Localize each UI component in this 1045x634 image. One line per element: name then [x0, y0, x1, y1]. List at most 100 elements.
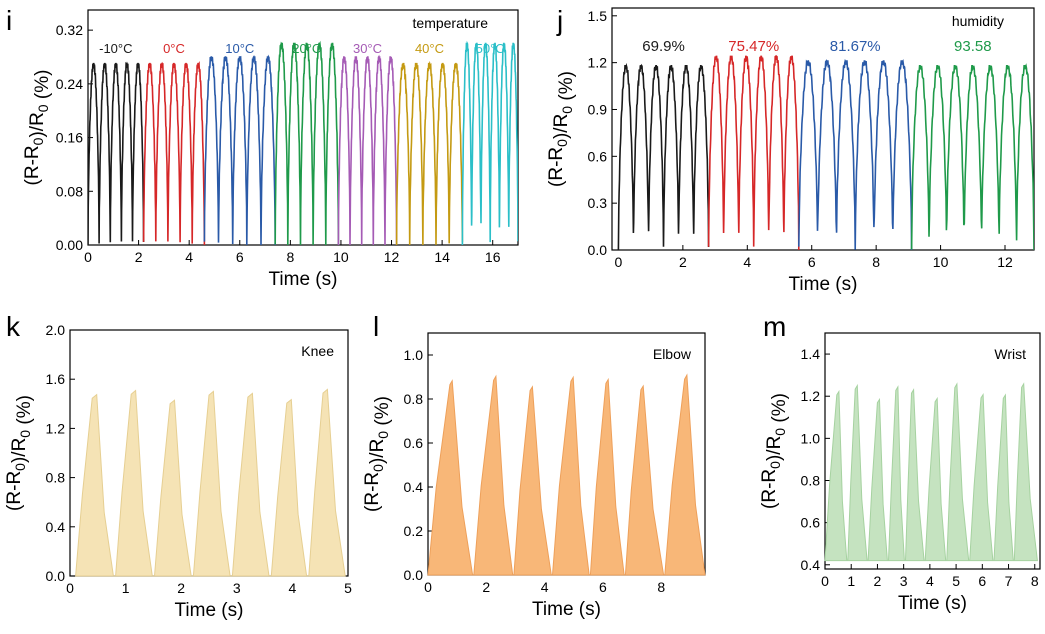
legend-label: humidity	[952, 13, 1004, 29]
area-series	[75, 388, 346, 577]
series-line	[337, 54, 398, 245]
x-tick-label: 2	[177, 580, 185, 596]
y-tick-label: 0.4	[801, 557, 821, 573]
series-label: 75.47%	[728, 38, 779, 55]
y-tick-label: 1.6	[46, 371, 66, 387]
x-tick-label: 0	[66, 580, 74, 596]
series-line	[461, 40, 518, 245]
y-tick-label: 0.9	[588, 101, 608, 117]
area-series	[427, 373, 706, 576]
y-tick-label: 1.0	[801, 430, 821, 446]
series-line	[274, 40, 340, 245]
y-tick-label: 1.0	[404, 347, 424, 363]
x-tick-label: 3	[233, 580, 241, 596]
y-tick-label: 0.00	[56, 237, 83, 253]
y-tick-label: 0.6	[801, 515, 821, 531]
panel-letter: k	[6, 311, 21, 342]
x-tick-label: 3	[900, 573, 908, 589]
x-tick-label: 2	[135, 249, 143, 265]
y-axis-label: (R-R0)/R0 (%)	[4, 395, 35, 511]
y-tick-label: 0.2	[404, 523, 424, 539]
y-tick-label: 0.0	[588, 242, 608, 258]
x-tick-label: 2	[482, 579, 490, 595]
x-tick-label: 6	[599, 579, 607, 595]
y-tick-label: 1.2	[801, 388, 821, 404]
x-axis-label: Time (s)	[532, 599, 601, 620]
y-tick-label: 0.8	[46, 470, 66, 486]
x-tick-label: 1	[847, 573, 855, 589]
x-tick-label: 7	[1005, 573, 1013, 589]
plot-frame	[87, 9, 519, 246]
panel-letter: j	[556, 5, 563, 36]
y-tick-label: 0.6	[588, 148, 608, 164]
y-axis-label: (R-R0)/R0 (%)	[362, 396, 393, 512]
legend-label: Knee	[301, 343, 334, 359]
y-tick-label: 0.0	[404, 567, 424, 583]
x-tick-label: 14	[434, 249, 450, 265]
series-label: 30°C	[353, 41, 382, 56]
x-tick-label: 10	[333, 249, 349, 265]
plot-frame	[611, 7, 1035, 251]
y-tick-label: 0.6	[404, 435, 424, 451]
x-tick-label: 12	[997, 254, 1013, 270]
legend-label: Wrist	[994, 346, 1026, 362]
x-tick-label: 4	[743, 254, 751, 270]
y-tick-label: 1.4	[801, 346, 821, 362]
x-tick-label: 0	[615, 254, 623, 270]
x-tick-label: 4	[289, 580, 297, 596]
series-line	[910, 63, 1034, 250]
x-axis-label: Time (s)	[898, 593, 967, 614]
y-tick-label: 0.8	[404, 391, 424, 407]
series-label: 40°C	[415, 41, 444, 56]
x-tick-label: 2	[874, 573, 882, 589]
series-label: 69.9%	[642, 38, 685, 55]
y-tick-label: 0.08	[56, 183, 83, 199]
series-label: 20°C	[292, 41, 321, 56]
series-line	[395, 60, 464, 245]
legend-label: Elbow	[653, 346, 692, 362]
panel-i: 0 2 4 6 8 10 12 14 16 0.00 0.08 0.16 0.24 0.32 Time (s…	[6, 5, 519, 290]
x-tick-label: 8	[1031, 573, 1039, 589]
series-line	[707, 54, 800, 250]
y-axis-label: (R-R0)/R0 (%)	[546, 71, 577, 187]
x-tick-label: 5	[952, 573, 960, 589]
x-tick-label: 4	[926, 573, 934, 589]
y-tick-label: 0.32	[56, 22, 83, 38]
y-tick-label: 0.4	[46, 519, 66, 535]
x-tick-label: 0	[424, 579, 432, 595]
x-tick-label: 6	[808, 254, 816, 270]
x-tick-label: 4	[541, 579, 549, 595]
y-tick-label: 0.24	[56, 76, 83, 92]
panel-j: 0 2 4 6 8 10 12 0.0 0.3 0.6 0.9 1.2 1.5 Time (s) (R-R0…	[546, 5, 1035, 295]
y-tick-label: 0.3	[588, 195, 608, 211]
x-tick-label: 1	[122, 580, 130, 596]
y-axis-label: (R-R0)/R0 (%)	[759, 393, 790, 509]
x-tick-label: 10	[933, 254, 949, 270]
x-axis-label: Time (s)	[789, 274, 858, 295]
x-tick-label: 8	[872, 254, 880, 270]
x-tick-label: 16	[485, 249, 501, 265]
series-label: 93.58	[954, 38, 992, 55]
x-tick-label: 6	[978, 573, 986, 589]
y-tick-label: 0.0	[46, 568, 66, 584]
panel-letter: i	[6, 5, 12, 36]
series-label: 0°C	[163, 41, 185, 56]
series-line	[203, 54, 276, 245]
x-axis-label: Time (s)	[269, 269, 338, 290]
x-tick-label: 0	[821, 573, 829, 589]
y-tick-label: 0.16	[56, 130, 83, 146]
area-series	[824, 382, 1038, 562]
y-tick-label: 1.2	[46, 420, 66, 436]
y-tick-label: 2.0	[46, 322, 66, 338]
x-tick-label: 8	[286, 249, 294, 265]
legend-label: temperature	[413, 15, 489, 31]
series-line	[798, 58, 913, 250]
y-tick-label: 1.2	[588, 55, 608, 71]
y-tick-label: 0.4	[404, 479, 424, 495]
x-tick-label: 5	[344, 580, 352, 596]
panel-l: 0 2 4 6 8 0.0 0.2 0.4 0.6 0.8 1.0 Time (s) (R-R0)/R0…	[362, 311, 706, 620]
panel-k: 0 1 2 3 4 5 0.0 0.4 0.8 1.2 1.6 2.0 Time (s) (R-R0)/R…	[4, 311, 352, 621]
series-line	[617, 62, 710, 250]
x-tick-label: 8	[657, 579, 665, 595]
